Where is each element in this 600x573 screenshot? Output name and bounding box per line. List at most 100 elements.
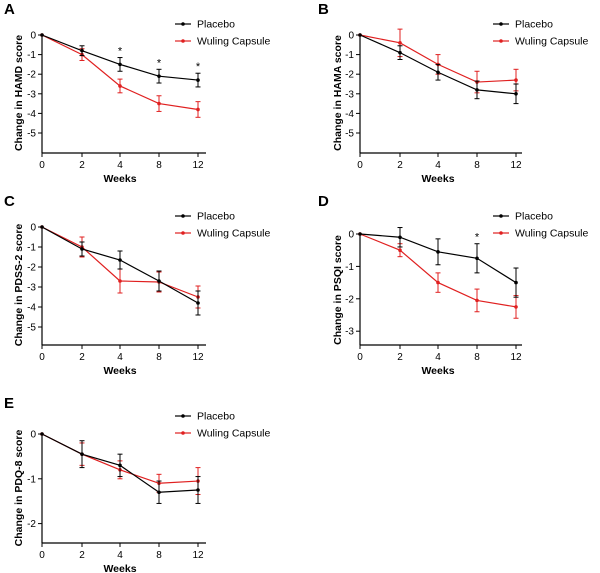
data-point-wuling-capsule — [196, 107, 200, 112]
legend-label-placebo: Placebo — [197, 19, 235, 31]
y-tick-label: -1 — [345, 262, 354, 273]
x-tick-label: 0 — [357, 160, 363, 171]
y-tick-label: -5 — [27, 129, 36, 140]
y-tick-label: -4 — [345, 109, 354, 120]
data-point-placebo — [514, 280, 518, 285]
x-tick-label: 2 — [79, 352, 85, 363]
data-point-placebo — [196, 78, 200, 82]
data-point-wuling-capsule — [475, 298, 479, 303]
significance-marker: * — [196, 61, 201, 73]
data-point-placebo — [398, 50, 402, 55]
y-tick-label: -4 — [27, 109, 36, 120]
panel-letter: A — [4, 1, 15, 18]
y-tick-label: 0 — [30, 31, 36, 42]
legend-marker-placebo — [181, 22, 185, 26]
y-tick-label: -1 — [27, 50, 36, 61]
legend-label-placebo: Placebo — [197, 211, 235, 223]
y-axis-title: Change in PSQI score — [332, 235, 344, 345]
y-tick-label: -3 — [27, 283, 36, 294]
y-tick-label: -3 — [345, 327, 354, 338]
y-tick-label: -5 — [345, 129, 354, 140]
legend-label-wuling-capsule: Wuling Capsule — [515, 228, 589, 240]
x-tick-label: 0 — [357, 352, 363, 363]
y-axis-title: Change in HAMA score — [332, 35, 344, 151]
x-tick-label: 2 — [397, 160, 403, 171]
y-tick-label: -1 — [27, 474, 36, 485]
data-point-placebo — [358, 232, 362, 236]
y-tick-label: 0 — [348, 31, 354, 42]
x-tick-label: 4 — [117, 352, 123, 363]
data-point-placebo — [40, 225, 44, 229]
data-point-placebo — [80, 247, 84, 251]
legend-label-wuling-capsule: Wuling Capsule — [197, 36, 271, 48]
y-tick-label: -1 — [345, 50, 354, 61]
significance-marker: * — [475, 232, 480, 244]
data-point-wuling-capsule — [514, 78, 518, 82]
x-tick-label: 12 — [510, 160, 522, 171]
x-axis-title: Weeks — [421, 173, 454, 185]
y-tick-label: -2 — [27, 263, 36, 274]
y-tick-label: -4 — [27, 303, 36, 314]
legend-label-wuling-capsule: Wuling Capsule — [197, 428, 271, 440]
legend-label-wuling-capsule: Wuling Capsule — [197, 228, 271, 240]
legend-label-wuling-capsule: Wuling Capsule — [515, 36, 589, 48]
x-tick-label: 12 — [192, 160, 204, 171]
legend-marker-placebo — [499, 214, 503, 218]
y-tick-label: -2 — [27, 519, 36, 530]
data-point-wuling-capsule — [157, 101, 161, 106]
significance-marker: * — [157, 57, 162, 69]
x-tick-label: 2 — [397, 352, 403, 363]
data-point-placebo — [475, 256, 479, 261]
data-point-placebo — [118, 258, 122, 262]
panel-e: E 0 -1 -2 0 2 4 8 12 Weeks Change in PDQ-8 score Pl… — [4, 395, 271, 573]
legend-marker-placebo — [499, 22, 503, 26]
data-point-placebo — [358, 33, 362, 37]
x-tick-label: 12 — [192, 352, 204, 363]
x-axis-title: Weeks — [103, 563, 136, 573]
data-point-placebo — [436, 250, 440, 254]
data-point-placebo — [436, 70, 440, 75]
data-point-placebo — [157, 74, 161, 78]
panel-a: A 0 -1 -2 -3 -4 -5 0 2 4 8 12 Weeks Change in HAMD sc… — [4, 1, 271, 185]
y-tick-label: 0 — [30, 223, 36, 234]
legend-label-placebo: Placebo — [515, 19, 553, 31]
panel-letter: C — [4, 193, 15, 210]
data-point-placebo — [40, 432, 44, 436]
data-point-placebo — [398, 235, 402, 240]
data-point-wuling-capsule — [398, 41, 402, 45]
legend-label-placebo: Placebo — [197, 411, 235, 423]
y-tick-label: -2 — [345, 294, 354, 305]
panel-d: D 0 -1 -2 -3 0 2 4 8 12 Weeks Change in PSQI score *… — [318, 193, 589, 377]
data-point-placebo — [514, 92, 518, 96]
data-point-placebo — [157, 279, 161, 283]
data-point-placebo — [475, 88, 479, 92]
data-point-placebo — [118, 62, 122, 67]
y-tick-label: -3 — [345, 89, 354, 100]
y-tick-label: -3 — [27, 89, 36, 100]
x-tick-label: 4 — [117, 160, 123, 171]
y-axis-title: Change in HAMD score — [13, 35, 25, 151]
data-point-placebo — [80, 452, 84, 456]
x-tick-label: 0 — [39, 352, 45, 363]
x-tick-label: 2 — [79, 550, 85, 561]
x-axis-title: Weeks — [103, 173, 136, 185]
data-point-placebo — [40, 33, 44, 37]
panel-letter: B — [318, 1, 329, 18]
panel-letter: D — [318, 193, 329, 210]
legend-marker-wuling-capsule — [499, 231, 503, 235]
legend-marker-placebo — [181, 214, 185, 218]
y-tick-label: -2 — [27, 70, 36, 81]
panel-letter: E — [4, 395, 14, 412]
data-point-placebo — [118, 463, 122, 468]
x-tick-label: 8 — [156, 550, 162, 561]
x-tick-label: 8 — [156, 352, 162, 363]
x-tick-label: 0 — [39, 160, 45, 171]
legend-marker-wuling-capsule — [181, 431, 185, 435]
data-point-wuling-capsule — [118, 84, 122, 88]
y-tick-label: 0 — [348, 230, 354, 241]
data-point-placebo — [196, 301, 200, 305]
y-tick-label: 0 — [30, 430, 36, 441]
panel-b: B 0 -1 -2 -3 -4 -5 0 2 4 8 12 Weeks Change in HAMA sc… — [318, 1, 589, 185]
data-point-wuling-capsule — [436, 280, 440, 285]
